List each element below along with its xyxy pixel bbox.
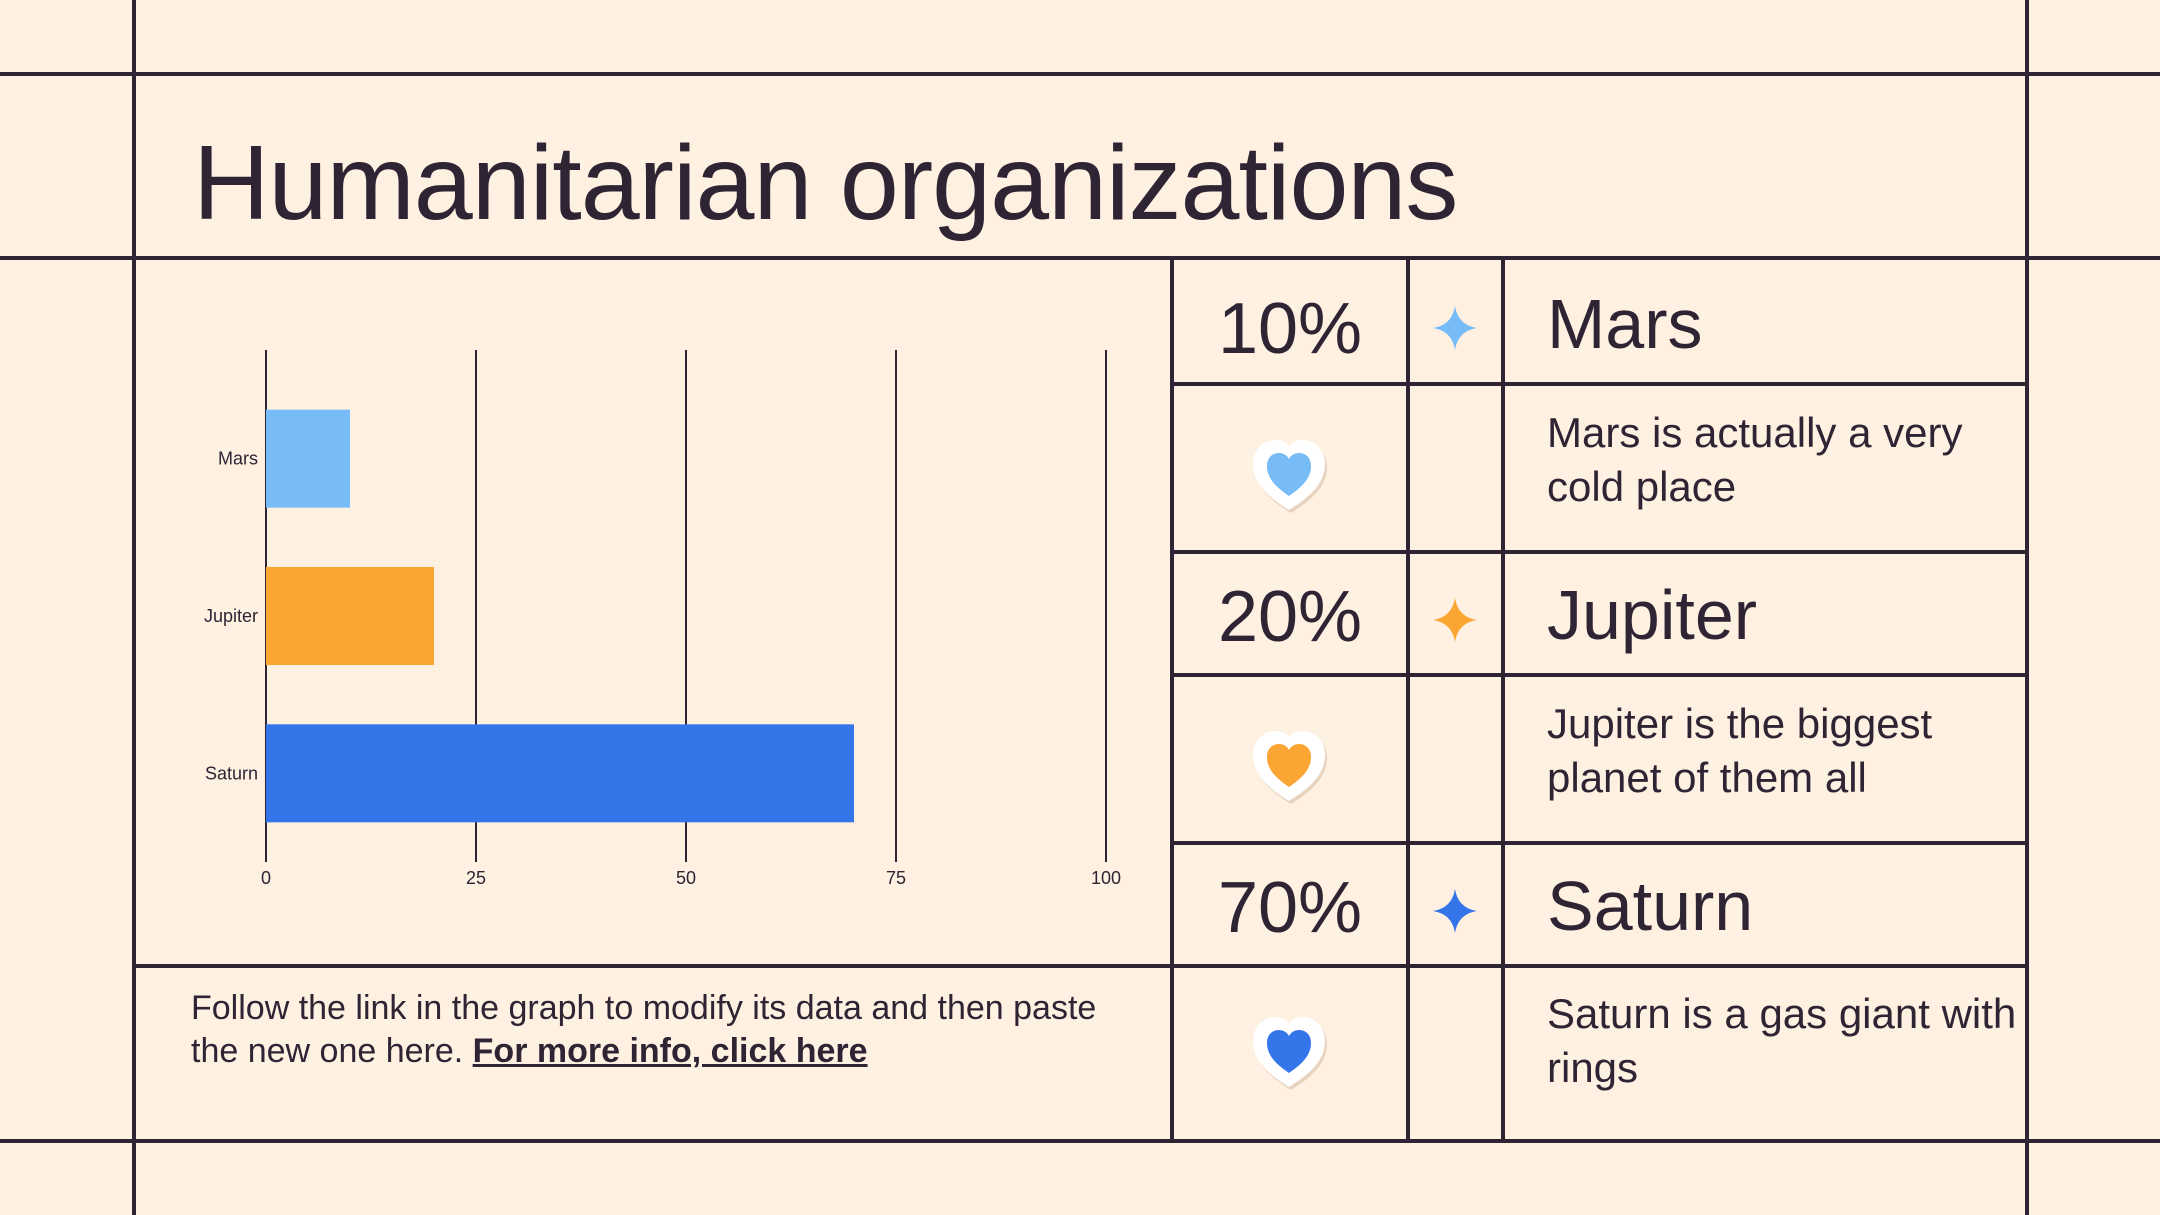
bar xyxy=(266,724,854,823)
table-divider-3 xyxy=(1501,256,1505,1143)
category-label: Saturn xyxy=(205,763,258,783)
x-tick-label: 50 xyxy=(676,868,696,888)
frame-line-header xyxy=(0,256,2160,260)
sparkle-star-shape xyxy=(1433,306,1477,350)
planet-name: Mars xyxy=(1547,285,1703,363)
x-tick-label: 75 xyxy=(886,868,906,888)
heart-sticker-icon xyxy=(1253,440,1327,513)
table-row-line-3 xyxy=(1170,673,2029,677)
bar-chart[interactable]: 0 25 50 75 100 Mars Jupiter Saturn xyxy=(136,262,1136,902)
planet-name: Saturn xyxy=(1547,867,1754,945)
percent-value: 70% xyxy=(1217,868,1363,948)
percent-value: 20% xyxy=(1217,577,1363,657)
percent-value: 10% xyxy=(1217,289,1363,369)
sparkle-star-shape xyxy=(1433,598,1477,642)
sparkle-star-icon xyxy=(1433,598,1477,642)
table-row-line-2 xyxy=(1170,550,2029,554)
more-info-link[interactable]: For more info, click here xyxy=(472,1032,868,1070)
bar xyxy=(266,567,434,665)
chart-caption-divider xyxy=(132,964,1172,968)
table-row-line-4 xyxy=(1170,841,2029,845)
category-label: Jupiter xyxy=(204,606,258,626)
heart-sticker-icon xyxy=(1253,1017,1327,1090)
sparkle-star-icon xyxy=(1433,889,1477,933)
x-tick-label: 25 xyxy=(466,868,486,888)
table-divider-1 xyxy=(1170,256,1174,1143)
category-label: Mars xyxy=(218,449,258,469)
x-tick-label: 0 xyxy=(261,868,271,888)
caption-text: Follow the link in the graph to modify i… xyxy=(191,989,1097,1070)
page-title: Humanitarian organizations xyxy=(193,124,1458,242)
x-tick-label: 100 xyxy=(1091,868,1121,888)
planet-description: Jupiter is the biggest planet of them al… xyxy=(1547,700,1933,801)
heart-sticker-icon xyxy=(1253,731,1327,804)
planet-description: Saturn is a gas giant with rings xyxy=(1547,990,2017,1091)
planet-description: Mars is actually a very cold place xyxy=(1547,409,1963,510)
bar xyxy=(266,409,350,508)
planet-name: Jupiter xyxy=(1547,576,1758,654)
table-divider-2 xyxy=(1406,256,1410,1143)
sparkle-star-shape xyxy=(1433,889,1477,933)
sparkle-star-icon xyxy=(1433,306,1477,350)
table-row-line-5 xyxy=(1170,964,2029,968)
frame-line-left xyxy=(132,0,136,1215)
frame-line-bottom xyxy=(0,1139,2160,1143)
table-row-line-1 xyxy=(1170,382,2029,386)
chart-caption: Follow the link in the graph to modify i… xyxy=(191,987,1151,1073)
frame-line-right xyxy=(2025,0,2029,1215)
frame-line-top xyxy=(0,72,2160,76)
